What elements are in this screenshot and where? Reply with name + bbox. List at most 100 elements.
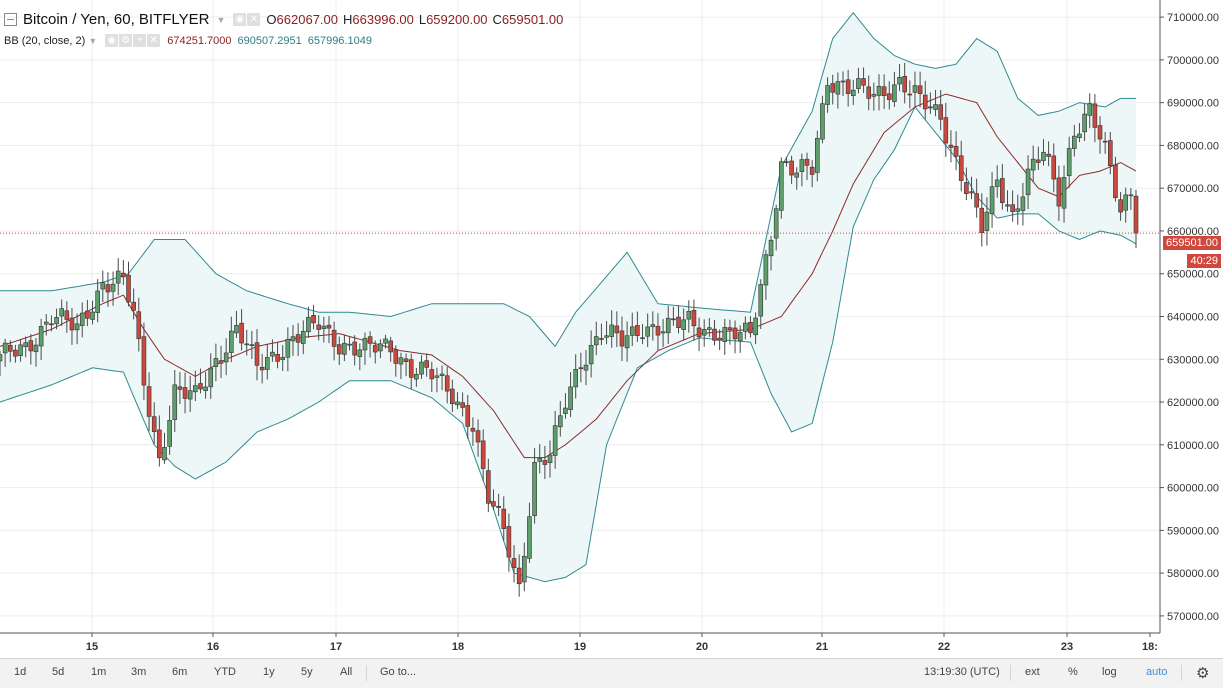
candle-body xyxy=(28,340,34,352)
log-toggle[interactable]: log xyxy=(1102,666,1117,678)
candle-body xyxy=(835,81,841,95)
candle-body xyxy=(244,343,250,346)
candle-body xyxy=(635,325,640,336)
time-axis[interactable]: 15 16 17 18 19 20 21 22 23 18: xyxy=(0,632,1160,653)
candle-body xyxy=(588,345,594,365)
candle-body xyxy=(7,344,13,352)
price-tick-label: 680000.00 xyxy=(1167,140,1219,152)
range-5d[interactable]: 5d xyxy=(52,666,65,678)
candle-body xyxy=(871,93,877,97)
price-tick-label: 660000.00 xyxy=(1167,226,1219,238)
range-ytd[interactable]: YTD xyxy=(214,666,236,678)
range-5y[interactable]: 5y xyxy=(301,666,313,678)
candle-body xyxy=(33,344,39,353)
low-label: L xyxy=(418,12,427,27)
goto-button[interactable]: Go to... xyxy=(380,666,417,678)
candle-body xyxy=(717,337,722,341)
candle-body xyxy=(866,86,872,99)
high-label: H xyxy=(343,12,353,27)
candle-body xyxy=(933,104,938,110)
range-6m[interactable]: 6m xyxy=(172,666,188,678)
candle-body xyxy=(953,145,959,157)
price-tick-label: 710000.00 xyxy=(1167,12,1219,24)
indicator-title[interactable]: BB (20, close, 2) xyxy=(4,34,86,47)
candle-body xyxy=(964,182,969,194)
candle-body xyxy=(943,117,949,144)
candle-body xyxy=(90,311,95,320)
candle-body xyxy=(650,324,656,328)
time-tick-label: 16 xyxy=(207,641,219,653)
candle-body xyxy=(424,360,429,368)
candle-body xyxy=(701,328,707,336)
candle-body xyxy=(732,327,738,340)
ext-toggle[interactable]: ext xyxy=(1025,666,1040,678)
candle-body xyxy=(1087,103,1093,116)
gear-icon[interactable]: ⚙ xyxy=(119,34,133,47)
gear-icon[interactable]: ⚙ xyxy=(1196,665,1210,682)
candle-body xyxy=(357,349,363,357)
candle-body xyxy=(331,329,337,347)
eye-icon[interactable]: ◉ xyxy=(105,34,119,47)
candle-body xyxy=(131,301,136,311)
candle-body xyxy=(696,327,702,338)
candle-body xyxy=(367,336,373,344)
candle-body xyxy=(444,375,450,392)
auto-toggle[interactable]: auto xyxy=(1146,666,1168,678)
candle-body xyxy=(897,77,902,85)
utc-clock[interactable]: 13:19:30 (UTC) xyxy=(924,666,1000,678)
candle-body xyxy=(614,325,620,334)
collapse-legend-icon[interactable] xyxy=(4,13,17,26)
candle-body xyxy=(743,322,748,332)
range-1m[interactable]: 1m xyxy=(91,666,107,678)
candle-body xyxy=(203,386,208,391)
chevron-down-icon[interactable]: ▼ xyxy=(216,14,226,25)
candle-body xyxy=(64,310,70,320)
high-value: 663996.00 xyxy=(352,12,414,27)
candle-body xyxy=(552,425,558,456)
price-tick-label: 600000.00 xyxy=(1167,483,1219,495)
candle-body xyxy=(121,272,126,278)
range-1y[interactable]: 1y xyxy=(263,666,275,678)
symbol-title[interactable]: Bitcoin / Yen, 60, BITFLYER xyxy=(23,11,210,28)
close-icon[interactable]: ✕ xyxy=(147,34,161,47)
bollinger-band-fill xyxy=(0,12,1136,582)
bb-middle-value: 690507.2951 xyxy=(237,34,302,47)
bollinger-bands xyxy=(0,12,1137,583)
candle-body xyxy=(264,357,270,370)
price-tick-label: 570000.00 xyxy=(1167,611,1219,623)
candle-body xyxy=(593,336,599,346)
range-all[interactable]: All xyxy=(340,666,353,678)
candlestick-series xyxy=(0,62,1139,597)
candle-body xyxy=(105,284,111,293)
time-tick-label: 19 xyxy=(574,641,586,653)
candle-body xyxy=(784,161,789,163)
candle-body xyxy=(799,159,805,172)
candle-body xyxy=(1128,194,1134,197)
candle-body xyxy=(1036,159,1041,163)
percent-toggle[interactable]: % xyxy=(1068,666,1078,678)
candle-body xyxy=(259,366,265,371)
candle-body xyxy=(254,342,260,366)
candle-body xyxy=(434,375,440,378)
candle-body xyxy=(809,166,815,175)
price-axis[interactable]: 710000.00 700000.00 690000.00 680000.00 6700… xyxy=(1159,0,1219,633)
candle-body xyxy=(840,80,846,83)
candle-body xyxy=(321,325,327,330)
chevron-down-icon[interactable]: ▼ xyxy=(88,35,98,46)
candle-body xyxy=(789,160,794,176)
range-1d[interactable]: 1d xyxy=(14,666,27,678)
candle-body xyxy=(1020,196,1026,211)
candle-body xyxy=(141,336,147,386)
range-3m[interactable]: 3m xyxy=(131,666,147,678)
candle-body xyxy=(393,349,399,364)
close-icon[interactable]: ✕ xyxy=(247,13,261,26)
candle-body xyxy=(820,103,825,140)
candle-body xyxy=(665,317,671,334)
candle-body xyxy=(876,85,882,96)
candle-body xyxy=(218,360,224,364)
price-chart[interactable]: 710000.00 700000.00 690000.00 680000.00 6700… xyxy=(0,0,1223,658)
eye-icon[interactable]: ◉ xyxy=(233,13,247,26)
candle-body xyxy=(815,137,820,173)
price-tick-label: 610000.00 xyxy=(1167,440,1219,452)
plus-icon[interactable]: + xyxy=(133,34,147,47)
